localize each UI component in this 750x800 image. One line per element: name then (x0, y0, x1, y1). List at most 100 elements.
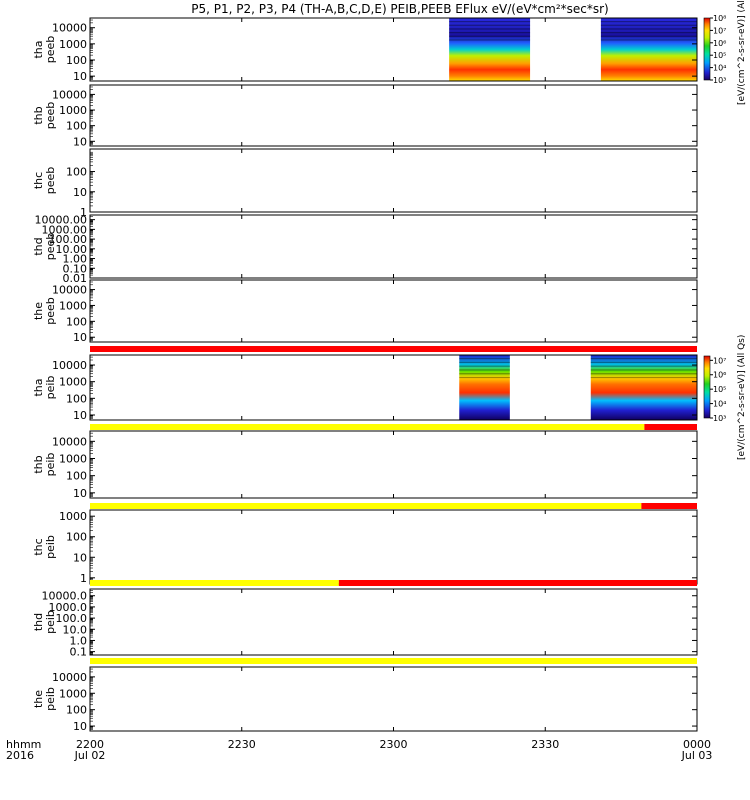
spectrogram-stripe (590, 376, 697, 379)
y-tick-label: 1000 (59, 38, 87, 51)
y-tick-label: 10000 (52, 22, 87, 35)
colorbar-tick-label: 10⁵ (713, 385, 726, 394)
spectrogram-stripe (449, 21, 531, 23)
y-tick-label: 1 (80, 572, 87, 585)
y-axis-label: thcpeib (32, 535, 57, 559)
colorbars: 10³ 10⁴ 10⁵ 10⁶ 10⁷ 10⁸ [eV/(cm^2-s-sr-eV)] (A… (703, 0, 747, 460)
y-tick-label: 100 (66, 54, 87, 67)
x-tick-label: 0000 (683, 738, 711, 751)
spectrogram-block (449, 18, 531, 81)
colorbar-label: [eV/(cm^2-s-sr-eV)] (All Qs) (737, 335, 747, 460)
spectrogram-stripe (600, 39, 697, 41)
y-axis-label: thbpeib (32, 453, 57, 477)
y-tick-label: 10000 (52, 671, 87, 684)
spectrogram-stripe (459, 369, 510, 371)
spectrogram-stripe (459, 365, 510, 367)
status-bar-segment (90, 424, 645, 430)
x-tick-label: 2330 (531, 738, 559, 751)
y-axis-label-product: peeb (44, 233, 57, 261)
spectrogram-stripe (459, 361, 510, 363)
y-tick-label: 1000 (59, 104, 87, 117)
spectrogram-stripe (459, 376, 510, 379)
y-tick-label: 100 (66, 531, 87, 544)
status-bar-segment (90, 346, 697, 352)
spectrogram-stripe (449, 28, 531, 30)
panel-frame (89, 84, 698, 147)
panel-the-peib: 10 100 1000 10000 thepeib (32, 666, 698, 733)
y-tick-label: 10000.0 (42, 590, 88, 603)
spectrogram-stripe (449, 32, 531, 34)
colorbar-tick-label: 10⁵ (713, 51, 726, 60)
spectrogram-stripe (449, 35, 531, 37)
spectrogram-stripe (600, 35, 697, 37)
y-axis-label-product: peib (44, 453, 57, 477)
panel-tha-peeb: 10 100 1000 10000 tha peeb (32, 17, 698, 352)
y-axis-label-product: peib (44, 687, 57, 711)
panel-thb-peib: 10 100 1000 10000 thbpeib (32, 430, 698, 509)
y-tick-label: 10.00 (56, 243, 88, 256)
y-tick-label: 1000 (59, 376, 87, 389)
x-tick-label: 2200 (76, 738, 104, 751)
y-tick-label: 10 (73, 186, 87, 199)
y-tick-label: 10 (73, 409, 87, 422)
y-tick-label: 0.01 (63, 272, 88, 285)
panel-frame (89, 430, 698, 499)
spectrogram-stripe (600, 32, 697, 34)
y-axis-label-probe: the (32, 302, 45, 320)
y-axis-label-product: peib (44, 610, 57, 634)
y-tick-label: 10000.00 (35, 214, 88, 227)
y-tick-label: 0.1 (70, 646, 88, 659)
y-tick-label: 10 (73, 331, 87, 344)
panel-frame (89, 148, 698, 213)
y-tick-label: 10 (73, 720, 87, 733)
y-axis-label: thdpeeb (32, 233, 57, 261)
colorbar-tick-label: 10³ (713, 414, 726, 423)
spectrogram-stripe (600, 28, 697, 30)
panel-frame (89, 509, 698, 585)
panels: 10100100010000thapeeb10100100010000thbpe… (32, 17, 698, 733)
y-axis-label-probe: tha (32, 378, 45, 396)
plot-title: P5, P1, P2, P3, P4 (TH-A,B,C,D,E) PEIB,P… (191, 2, 608, 16)
y-axis-label-product: peeb (44, 102, 57, 130)
y-axis-label: thdpeib (32, 610, 57, 634)
spectrogram-stripe (590, 358, 697, 360)
y-axis-label: thepeib (32, 687, 57, 711)
panel-frame (89, 588, 698, 656)
y-axis-label-product: peeb (44, 297, 57, 325)
status-bar-segment (90, 658, 697, 664)
y-tick-label: 100 (66, 704, 87, 717)
colorbar-tick-label: 10⁶ (713, 39, 726, 48)
colorbar-tick-label: 10³ (713, 76, 726, 85)
y-tick-label: 1000 (59, 453, 87, 466)
spectrogram-block (459, 355, 510, 420)
spectrogram-stripe (600, 21, 697, 23)
y-tick-label: 1000.0 (49, 601, 88, 614)
y-tick-label: 1.00 (63, 253, 88, 266)
status-bar-segment (90, 503, 642, 509)
spectrogram-stripe (590, 361, 697, 363)
colorbar-label: [eV/(cm^2-s-sr-eV)] (All Qs) (737, 0, 747, 105)
y-axis-label-probe: tha (32, 40, 45, 58)
y-tick-label: 10 (73, 487, 87, 500)
y-tick-label: 1.0 (70, 634, 88, 647)
y-tick-label: 100 (66, 166, 87, 179)
y-axis-label-probe: thc (32, 172, 45, 189)
y-tick-label: 10000 (52, 435, 87, 448)
y-tick-label: 10 (73, 135, 87, 148)
y-tick-label: 100 (66, 315, 87, 328)
spectrogram-stripe (459, 358, 510, 360)
y-tick-label: 100 (66, 120, 87, 133)
y-axis-label-probe: thb (32, 106, 45, 124)
colorbar-1: 10³ 10⁴ 10⁵ 10⁶ 10⁷ [eV/(cm^2-s-sr-eV)] (All … (703, 335, 747, 460)
panel-frame (89, 214, 698, 279)
x-tick-label: 2230 (228, 738, 256, 751)
y-tick-label: 1000 (59, 299, 87, 312)
spectrogram-stripe (590, 369, 697, 371)
panel-tha-peib: 10 100 1000 10000 thapeib (32, 354, 698, 430)
y-tick-label: 10 (73, 551, 87, 564)
